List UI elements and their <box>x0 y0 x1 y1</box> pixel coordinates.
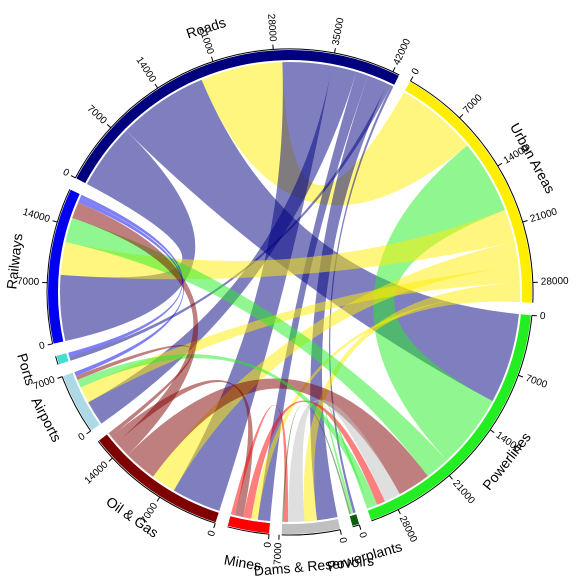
tick-mark <box>497 162 503 167</box>
tick-label: 14000 <box>83 459 111 486</box>
sector-arc <box>56 353 69 365</box>
tick-label: 28000 <box>541 276 570 288</box>
chord <box>127 378 428 495</box>
tick-label: 0 <box>356 531 368 540</box>
tick-mark <box>392 67 396 73</box>
sector-arc <box>281 519 340 535</box>
sector-arc <box>76 49 399 184</box>
tick-mark <box>70 175 76 179</box>
tick-label: 21000 <box>529 206 559 225</box>
tick-label: 14000 <box>133 55 158 85</box>
tick-label: 14000 <box>21 207 51 226</box>
tick-mark <box>86 430 91 435</box>
tick-label: 0 <box>206 529 218 538</box>
tick-mark <box>334 48 336 54</box>
tick-mark <box>448 475 453 480</box>
tick-label: 0 <box>263 541 274 548</box>
chord <box>80 266 520 403</box>
tick-mark <box>57 376 63 379</box>
tick-mark <box>358 524 362 530</box>
sector-label: Airports <box>28 394 65 444</box>
sector-label: Railways <box>3 233 25 290</box>
sector-arc <box>227 516 270 534</box>
tick-mark <box>47 343 53 346</box>
sector-label: Ports <box>14 351 39 387</box>
chord <box>59 130 196 341</box>
chord <box>201 62 468 206</box>
tick-mark <box>489 429 495 434</box>
tick-label: 0 <box>539 311 546 323</box>
chord <box>72 202 199 456</box>
chord <box>288 399 400 523</box>
tick-mark <box>339 529 342 535</box>
tick-label: 0 <box>336 536 348 544</box>
tick-label: 0 <box>61 167 71 180</box>
tick-label: 0 <box>76 431 87 443</box>
axis-line <box>97 440 216 524</box>
chord <box>65 217 447 477</box>
chord <box>111 380 253 518</box>
chord <box>230 405 289 522</box>
chord <box>324 401 370 514</box>
tick-label: 0 <box>410 66 423 77</box>
tick-mark <box>52 220 58 223</box>
tick-mark <box>108 457 113 462</box>
chord <box>173 61 333 511</box>
chord <box>373 145 505 461</box>
tick-label: 21000 <box>450 478 477 507</box>
tick-mark <box>397 509 401 515</box>
sector-label: Mines <box>223 551 263 573</box>
sector-arc <box>99 434 219 523</box>
chord <box>74 198 184 376</box>
tick-mark <box>410 76 414 82</box>
chord <box>77 354 378 508</box>
chord <box>75 345 193 437</box>
sector-arc <box>63 372 100 431</box>
tick-label: 7000 <box>85 103 109 126</box>
tick-mark <box>459 113 464 119</box>
chord <box>310 75 388 521</box>
chord <box>257 71 369 522</box>
tick-mark <box>154 83 159 89</box>
tick-label: 7000 <box>524 373 549 391</box>
axis-line <box>55 356 59 365</box>
tick-label: 28000 <box>265 13 278 42</box>
tick-mark <box>518 374 524 378</box>
sector-arc <box>48 189 80 344</box>
sector-label: Dams & Reservoirs <box>253 552 375 577</box>
axis-line <box>281 529 341 536</box>
sector-arc <box>405 81 533 303</box>
sector-arc <box>349 514 360 526</box>
tick-label: 7000 <box>272 542 284 565</box>
axis-line <box>410 80 534 303</box>
chord <box>153 241 519 491</box>
axis-line <box>61 376 92 432</box>
axis-line <box>46 189 71 344</box>
chord <box>303 283 521 522</box>
tick-mark <box>106 124 112 129</box>
tick-mark <box>210 56 214 62</box>
tick-mark <box>156 496 161 502</box>
axis-line <box>371 315 533 522</box>
tick-mark <box>213 523 216 529</box>
axis-line <box>74 48 400 179</box>
tick-label: 7000 <box>17 276 40 288</box>
tick-label: 35000 <box>331 16 347 46</box>
chord <box>126 79 519 402</box>
chords <box>59 61 521 523</box>
tick-label: 7000 <box>461 92 485 116</box>
tick-mark <box>522 220 528 223</box>
tick-label: 42000 <box>391 37 413 67</box>
tick-label: 0 <box>38 340 46 352</box>
